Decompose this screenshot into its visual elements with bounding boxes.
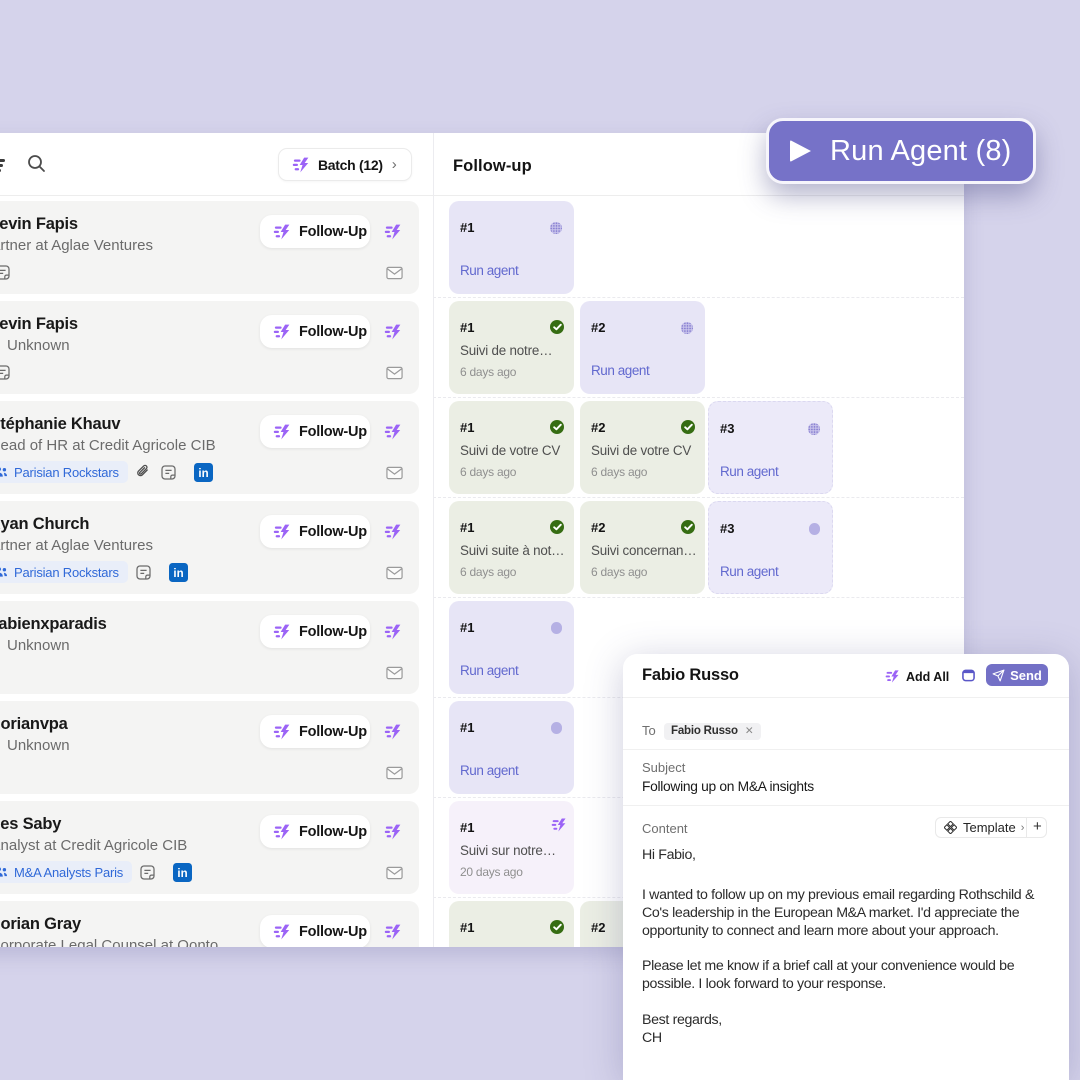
svg-text:in: in [173,568,183,580]
svg-text:in: in [198,468,208,480]
svg-text:in: in [177,868,187,880]
